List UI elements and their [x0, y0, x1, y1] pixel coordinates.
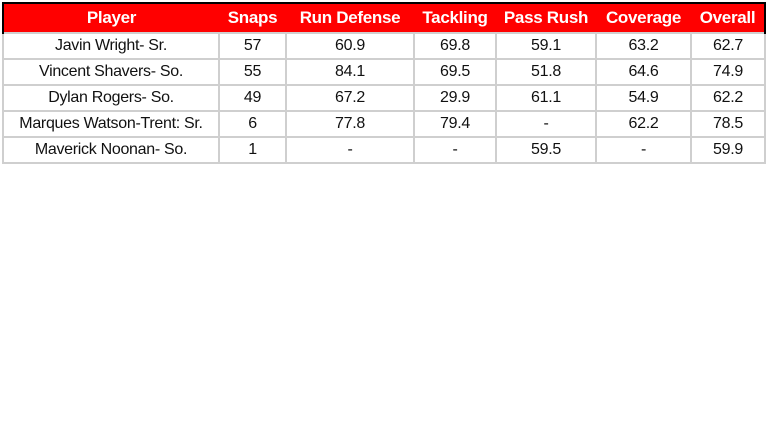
cell-player: Marques Watson-Trent: Sr.	[2, 110, 220, 138]
cell-tackling: -	[413, 136, 497, 164]
cell-run-defense: 77.8	[285, 110, 415, 138]
cell-coverage: 54.9	[595, 84, 692, 112]
cell-snaps: 49	[218, 84, 287, 112]
player-stats-table-wrap: Player Snaps Run Defense Tackling Pass R…	[0, 0, 768, 164]
cell-coverage: 64.6	[595, 58, 692, 86]
cell-pass-rush: -	[495, 110, 597, 138]
header-row: Player Snaps Run Defense Tackling Pass R…	[2, 2, 766, 33]
cell-coverage: 62.2	[595, 110, 692, 138]
col-header-run-defense: Run Defense	[286, 2, 414, 33]
cell-player: Maverick Noonan- So.	[2, 136, 220, 164]
cell-coverage: 63.2	[595, 32, 692, 60]
cell-pass-rush: 51.8	[495, 58, 597, 86]
col-header-overall: Overall	[691, 2, 766, 33]
cell-player: Dylan Rogers- So.	[2, 84, 220, 112]
table-row: Maverick Noonan- So. 1 - - 59.5 - 59.9	[2, 136, 766, 164]
col-header-tackling: Tackling	[414, 2, 496, 33]
cell-overall: 74.9	[690, 58, 766, 86]
cell-player: Javin Wright- Sr.	[2, 32, 220, 60]
table-row: Vincent Shavers- So. 55 84.1 69.5 51.8 6…	[2, 58, 766, 86]
col-header-coverage: Coverage	[596, 2, 691, 33]
cell-player: Vincent Shavers- So.	[2, 58, 220, 86]
cell-snaps: 6	[218, 110, 287, 138]
cell-run-defense: 67.2	[285, 84, 415, 112]
player-stats-table: Player Snaps Run Defense Tackling Pass R…	[2, 2, 766, 164]
cell-pass-rush: 59.5	[495, 136, 597, 164]
cell-tackling: 29.9	[413, 84, 497, 112]
cell-tackling: 79.4	[413, 110, 497, 138]
col-header-pass-rush: Pass Rush	[496, 2, 596, 33]
cell-snaps: 57	[218, 32, 287, 60]
cell-overall: 62.7	[690, 32, 766, 60]
cell-pass-rush: 61.1	[495, 84, 597, 112]
table-row: Javin Wright- Sr. 57 60.9 69.8 59.1 63.2…	[2, 32, 766, 60]
cell-snaps: 55	[218, 58, 287, 86]
cell-snaps: 1	[218, 136, 287, 164]
cell-run-defense: 60.9	[285, 32, 415, 60]
cell-overall: 59.9	[690, 136, 766, 164]
cell-tackling: 69.8	[413, 32, 497, 60]
cell-pass-rush: 59.1	[495, 32, 597, 60]
table-row: Dylan Rogers- So. 49 67.2 29.9 61.1 54.9…	[2, 84, 766, 112]
col-header-snaps: Snaps	[219, 2, 286, 33]
cell-run-defense: -	[285, 136, 415, 164]
table-row: Marques Watson-Trent: Sr. 6 77.8 79.4 - …	[2, 110, 766, 138]
cell-overall: 78.5	[690, 110, 766, 138]
col-header-player: Player	[2, 2, 219, 33]
cell-run-defense: 84.1	[285, 58, 415, 86]
cell-tackling: 69.5	[413, 58, 497, 86]
cell-overall: 62.2	[690, 84, 766, 112]
cell-coverage: -	[595, 136, 692, 164]
